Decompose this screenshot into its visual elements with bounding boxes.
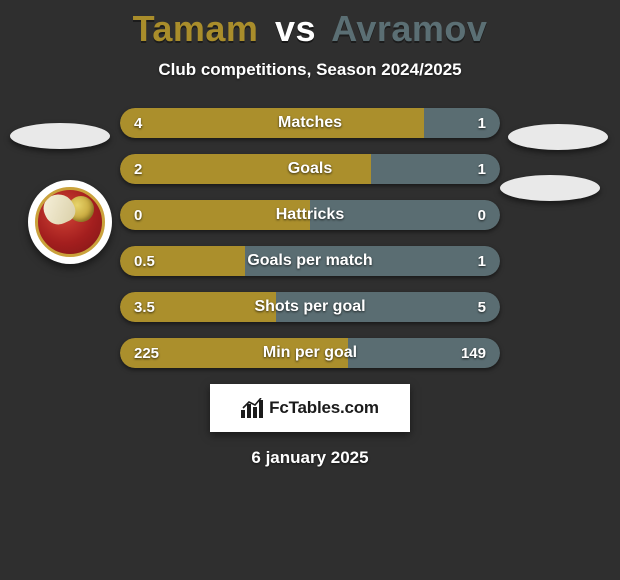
stat-bar-right — [424, 108, 500, 138]
stat-bar-right — [348, 338, 500, 368]
decorative-ellipse — [500, 175, 600, 201]
stat-bar-left — [120, 154, 371, 184]
fctables-watermark: FcTables.com — [210, 384, 410, 432]
stats-container: 41Matches 21Goals 00Hattricks 0.51Goals per… — [120, 108, 500, 368]
fctables-icon — [241, 398, 263, 418]
stat-row: 21Goals — [120, 154, 500, 184]
stat-bar-right — [276, 292, 500, 322]
stat-bar-left — [120, 108, 424, 138]
stat-bar-left — [120, 200, 310, 230]
player2-name: Avramov — [331, 8, 487, 49]
stat-row: 3.55Shots per goal — [120, 292, 500, 322]
stat-bar-right — [310, 200, 500, 230]
stat-bar-right — [245, 246, 500, 276]
stat-row: 0.51Goals per match — [120, 246, 500, 276]
stat-row: 00Hattricks — [120, 200, 500, 230]
stat-bar-left — [120, 338, 348, 368]
date: 6 january 2025 — [0, 448, 620, 468]
player1-name: Tamam — [133, 8, 259, 49]
vs-label: vs — [275, 8, 316, 49]
fctables-text: FcTables.com — [269, 398, 379, 418]
stat-bar-right — [371, 154, 500, 184]
stat-row: 41Matches — [120, 108, 500, 138]
club-badge-inner — [35, 187, 105, 257]
stat-bar-left — [120, 292, 276, 322]
decorative-ellipse — [508, 124, 608, 150]
subtitle: Club competitions, Season 2024/2025 — [0, 60, 620, 80]
stat-row: 225149Min per goal — [120, 338, 500, 368]
decorative-ellipse — [10, 123, 110, 149]
stat-bar-left — [120, 246, 245, 276]
comparison-title: Tamam vs Avramov — [0, 0, 620, 50]
club-badge — [28, 180, 112, 264]
